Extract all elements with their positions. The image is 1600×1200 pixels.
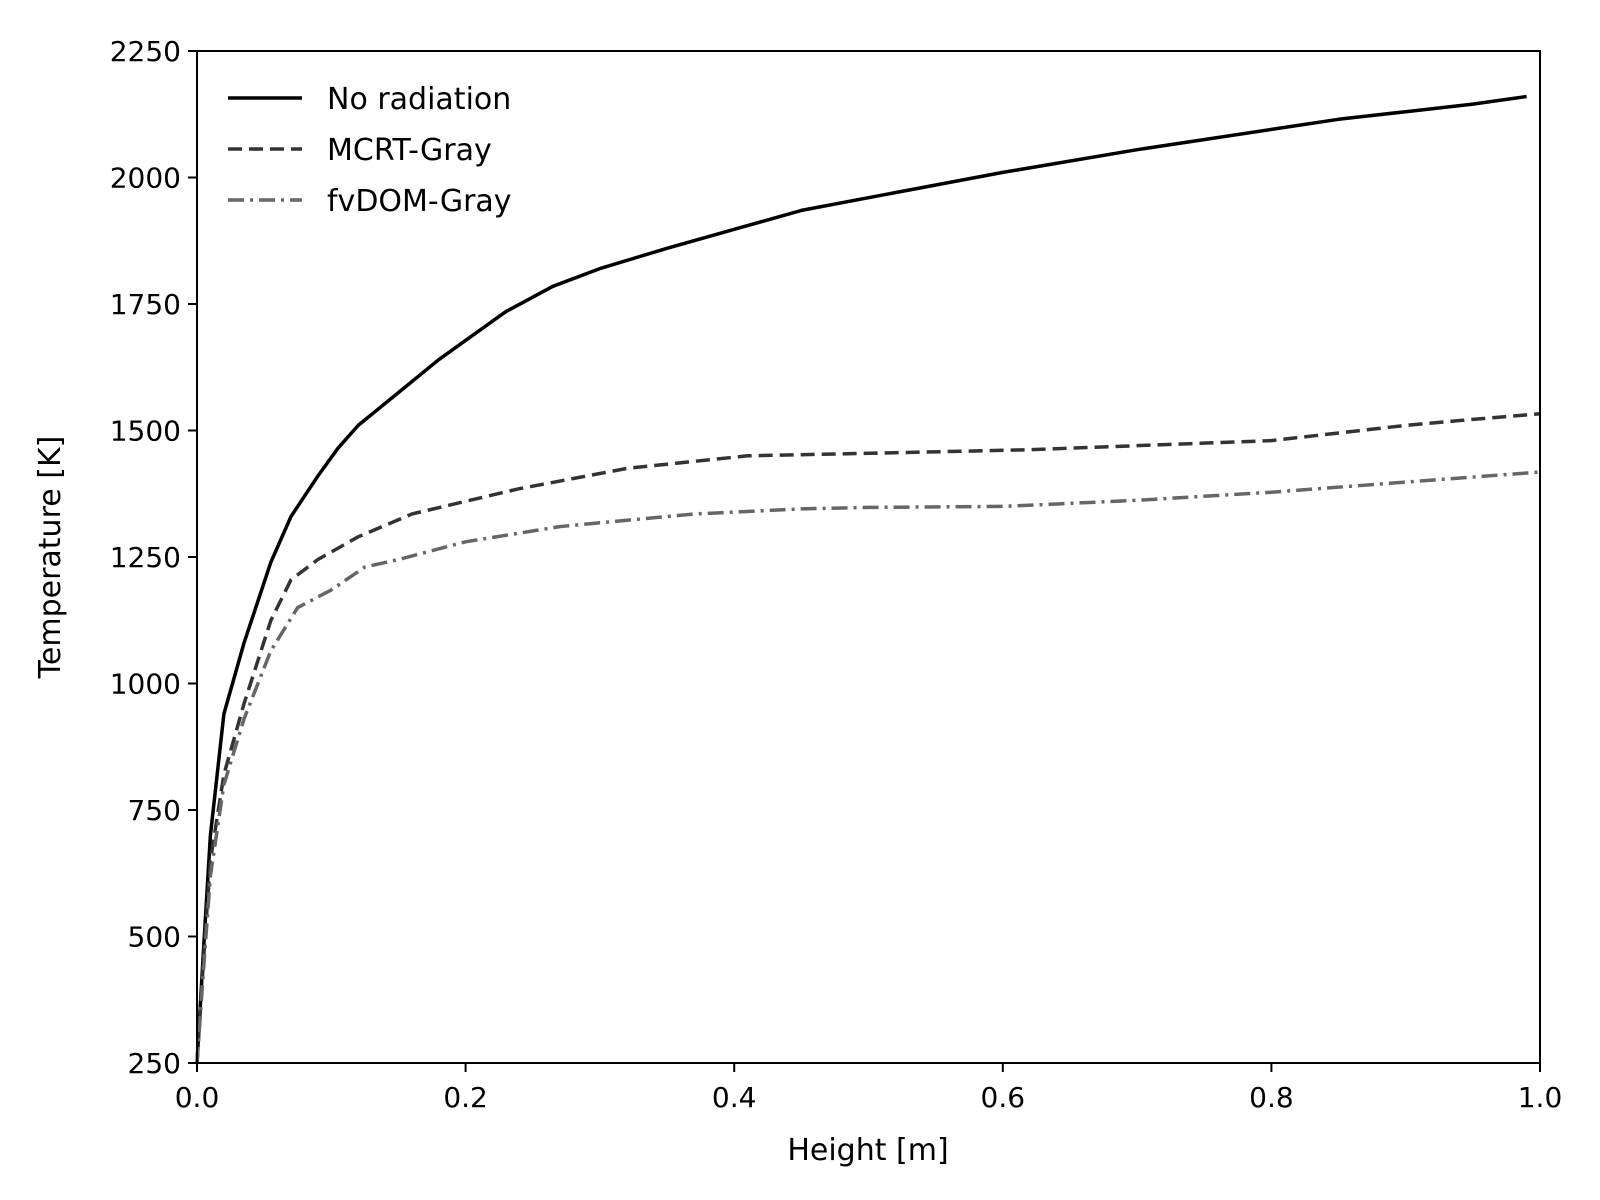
x-tick-label: 0.2 [443,1081,488,1114]
x-tick-label: 0.0 [175,1081,220,1114]
series-line-fvdom-gray [195,470,1541,1064]
y-tick-label: 2000 [110,162,181,195]
y-tick-label: 1750 [110,288,181,321]
x-axis-label: Height [m] [787,1133,948,1168]
series-layer [195,94,1541,1064]
x-tick-label: 1.0 [1518,1081,1563,1114]
x-tick-label: 0.4 [712,1081,757,1114]
y-tick-label: 1250 [110,541,181,574]
legend: No radiation MCRT-Gray fvDOM-Gray [228,82,512,219]
series-line-mcrt-gray [195,412,1541,1064]
series-line-no-radiation [195,94,1527,1064]
y-tick-label: 1000 [110,668,181,701]
legend-label-no-radiation: No radiation [327,82,511,117]
y-tick-label: 250 [128,1047,181,1080]
x-axis: 0.0 0.2 0.4 0.6 0.8 1.0 [175,1063,1563,1114]
legend-label-mcrt-gray: MCRT-Gray [327,133,492,168]
y-tick-label: 1500 [110,415,181,448]
y-axis: 250 500 750 1000 1250 1500 1750 2000 2250 [110,35,197,1080]
y-tick-label: 750 [128,794,181,827]
x-tick-label: 0.8 [1249,1081,1294,1114]
x-tick-label: 0.6 [981,1081,1026,1114]
y-tick-label: 500 [128,921,181,954]
y-tick-label: 2250 [110,35,181,68]
y-axis-label: Temperature [K] [33,436,68,680]
legend-label-fvdom-gray: fvDOM-Gray [327,184,512,219]
